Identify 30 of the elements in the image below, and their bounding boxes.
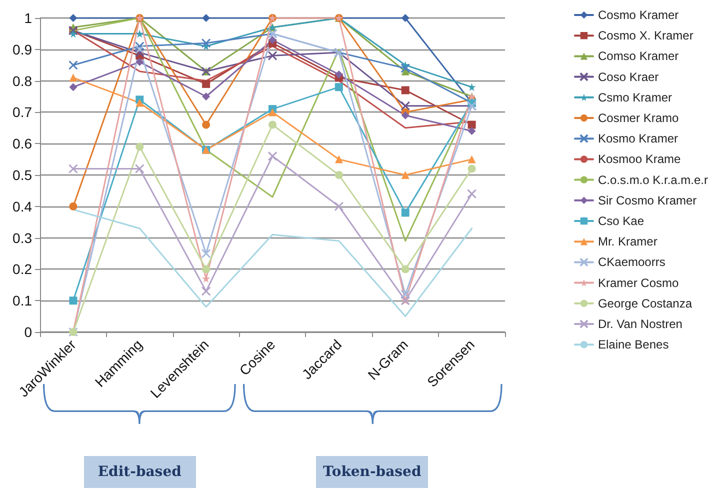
- legend-label: Sir Cosmo Kramer: [598, 193, 697, 208]
- y-tick-label: 0.3: [12, 230, 32, 246]
- legend-label: Cosmer Kramo: [598, 111, 679, 125]
- legend-label: Kosmo Kramer: [598, 132, 678, 146]
- legend-label: Mr. Kramer: [598, 234, 658, 249]
- y-tick-label: 0: [24, 324, 32, 340]
- text: Token-based: [316, 456, 428, 488]
- legend-label: Dr. Van Nostren: [598, 317, 682, 331]
- y-tick-label: 0.5: [12, 167, 32, 183]
- y-tick-label: 0.4: [12, 198, 32, 214]
- text: Edit-based: [84, 456, 196, 488]
- legend-label: Csmo Kramer: [598, 90, 672, 104]
- legend-label: Cosmo X. Kramer: [598, 28, 694, 43]
- legend-label: George Costanza: [598, 296, 692, 310]
- y-tick-label: 0.1: [12, 292, 32, 309]
- legend-label: Cso Kae: [598, 214, 644, 228]
- y-tick-label: 1: [24, 10, 32, 26]
- legend-label: Kosmoo Krame: [598, 152, 681, 166]
- legend-label: CKaemoorrs: [598, 255, 666, 270]
- legend-label: Elaine Benes: [598, 338, 669, 352]
- legend-label: C.o.s.m.o K.r.a.m.e.r: [598, 172, 708, 187]
- legend-label: Cosmo Kramer: [598, 8, 679, 22]
- legend-label: Coso Kraer: [598, 70, 659, 84]
- y-tick-label: 0.8: [12, 72, 32, 89]
- y-tick-label: 0.9: [12, 41, 32, 58]
- y-tick-label: 0.6: [12, 136, 32, 152]
- legend-label: Kramer Cosmo: [598, 276, 679, 290]
- y-tick-label: 0.7: [12, 104, 32, 120]
- y-tick-label: 0.2: [12, 261, 32, 278]
- legend-label: Comso Kramer: [598, 49, 679, 64]
